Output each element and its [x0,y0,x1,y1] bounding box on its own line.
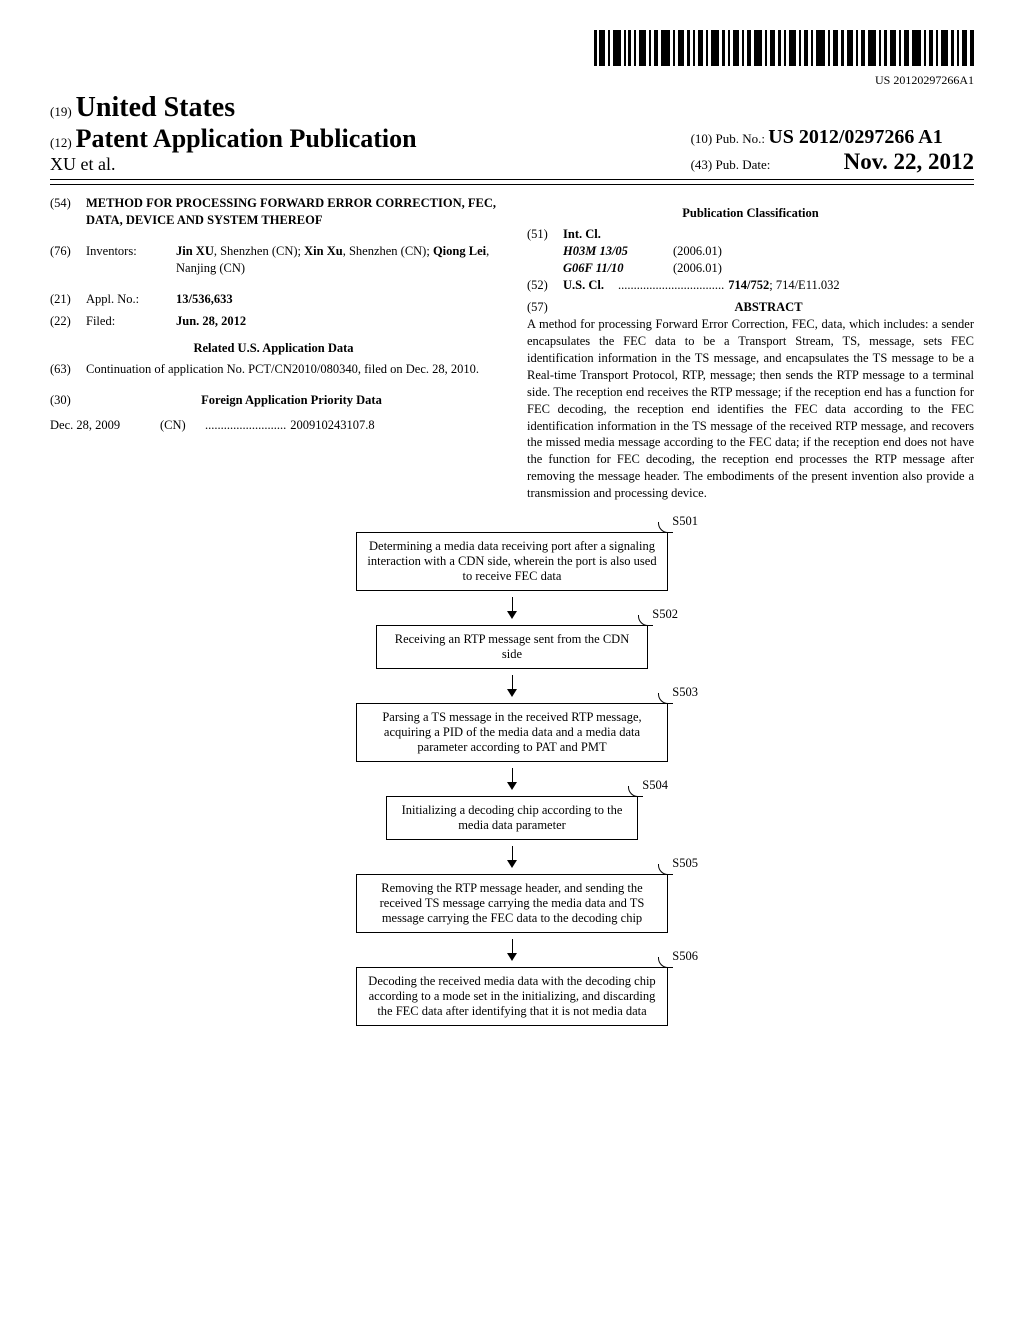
priority-row: Dec. 28, 2009 (CN) .....................… [50,417,497,434]
intcl-row: H03M 13/05 (2006.01) [563,243,722,260]
intcl-year: (2006.01) [673,260,722,277]
flow-arrow [507,597,517,621]
priority-dots: .......................... [205,417,286,434]
foreign-priority-title: Foreign Application Priority Data [86,392,497,409]
field-label: Appl. No.: [86,291,176,308]
inventor-loc: , Shenzhen (CN); [214,244,304,258]
flow-step: S506 Decoding the received media data wi… [356,967,668,1026]
inventor-name: Qiong Lei [433,244,486,258]
flow-arrow [507,846,517,870]
barcode-number: US 20120297266A1 [50,73,974,88]
field-21: (21) Appl. No.: 13/536,633 [50,291,497,308]
inventor-name: Xin Xu [304,244,343,258]
field-30: (30) Foreign Application Priority Data [50,392,497,409]
field-22: (22) Filed: Jun. 28, 2012 [50,313,497,330]
code-43: (43) [691,157,713,172]
field-num: (54) [50,195,86,229]
left-column: (54) METHOD FOR PROCESSING FORWARD ERROR… [50,195,497,502]
related-data-title: Related U.S. Application Data [50,340,497,357]
flow-step: S501 Determining a media data receiving … [356,532,668,591]
flow-label: S504 [642,778,668,793]
priority-appno: 200910243107.8 [290,417,374,434]
field-63: (63) Continuation of application No. PCT… [50,361,497,378]
barcode-svg [594,30,974,66]
intcl-code: G06F 11/10 [563,260,673,277]
header-row: (19) United States (12) Patent Applicati… [50,92,974,180]
field-num: (52) [527,277,563,294]
flow-box: Initializing a decoding chip according t… [386,796,638,840]
field-num: (22) [50,313,86,330]
country-name: United States [76,92,235,123]
pubdate-label: Pub. Date: [716,157,771,172]
pub-class-title: Publication Classification [527,205,974,222]
field-57: (57) ABSTRACT [527,299,974,316]
flow-step: S504 Initializing a decoding chip accord… [386,796,638,840]
flow-step: S502 Receiving an RTP message sent from … [376,625,648,669]
authors: XU et al. [50,154,417,175]
inventors-list: Jin XU, Shenzhen (CN); Xin Xu, Shenzhen … [176,243,497,277]
header-left: (19) United States (12) Patent Applicati… [50,92,417,175]
field-label: Inventors: [86,243,176,277]
flow-arrow [507,675,517,699]
continuation-text: Continuation of application No. PCT/CN20… [86,361,497,378]
code-10: (10) [691,131,713,146]
publication-type: Patent Application Publication [76,124,417,153]
invention-title: METHOD FOR PROCESSING FORWARD ERROR CORR… [86,195,497,229]
flow-label: S502 [652,607,678,622]
flow-box: Decoding the received media data with th… [356,967,668,1026]
intcl-code: H03M 13/05 [563,243,673,260]
flow-label: S503 [672,685,698,700]
field-num: (63) [50,361,86,378]
flowchart: S501 Determining a media data receiving … [347,532,677,1032]
flow-label: S501 [672,514,698,529]
inventor-loc: , Shenzhen (CN); [343,244,433,258]
field-label: Int. Cl. [563,226,722,243]
field-52: (52) U.S. Cl. ..........................… [527,277,974,294]
right-column: Publication Classification (51) Int. Cl.… [527,195,974,502]
flow-box: Parsing a TS message in the received RTP… [356,703,668,762]
field-num: (21) [50,291,86,308]
flow-label: S505 [672,856,698,871]
header-right: (10) Pub. No.: US 2012/0297266 A1 (43) P… [691,126,974,175]
field-51: (51) Int. Cl. H03M 13/05 (2006.01) G06F … [527,226,974,277]
code-19: (19) [50,104,72,119]
field-label: U.S. Cl. [563,277,618,294]
flow-box: Determining a media data receiving port … [356,532,668,591]
pubno-label: Pub. No.: [716,131,765,146]
inventor-name: Jin XU [176,244,214,258]
uscl-dots: .................................. [618,277,724,294]
barcode-area: US 20120297266A1 [50,30,974,88]
priority-date: Dec. 28, 2009 [50,417,160,434]
flow-arrow [507,768,517,792]
field-num: (57) [527,299,563,316]
field-num: (51) [527,226,563,277]
flow-step: S503 Parsing a TS message in the receive… [356,703,668,762]
priority-country: (CN) [160,417,205,434]
pub-number: US 2012/0297266 A1 [768,126,942,148]
flow-step: S505 Removing the RTP message header, an… [356,874,668,933]
intcl-year: (2006.01) [673,243,722,260]
intcl-block: Int. Cl. H03M 13/05 (2006.01) G06F 11/10… [563,226,722,277]
divider [50,184,974,185]
abstract-title: ABSTRACT [563,299,974,316]
flow-box: Receiving an RTP message sent from the C… [376,625,648,669]
field-num: (30) [50,392,86,409]
abstract-text: A method for processing Forward Error Co… [527,316,974,502]
code-12: (12) [50,135,72,150]
uscl-vals: 714/752; 714/E11.032 [728,277,839,294]
flow-label: S506 [672,949,698,964]
field-76: (76) Inventors: Jin XU, Shenzhen (CN); X… [50,243,497,277]
field-num: (76) [50,243,86,277]
columns: (54) METHOD FOR PROCESSING FORWARD ERROR… [50,195,974,502]
filed-date: Jun. 28, 2012 [176,313,497,330]
flow-box: Removing the RTP message header, and sen… [356,874,668,933]
field-54: (54) METHOD FOR PROCESSING FORWARD ERROR… [50,195,497,229]
pub-date: Nov. 22, 2012 [844,149,974,174]
flow-arrow [507,939,517,963]
field-label: Filed: [86,313,176,330]
intcl-row: G06F 11/10 (2006.01) [563,260,722,277]
appl-no: 13/536,633 [176,291,497,308]
